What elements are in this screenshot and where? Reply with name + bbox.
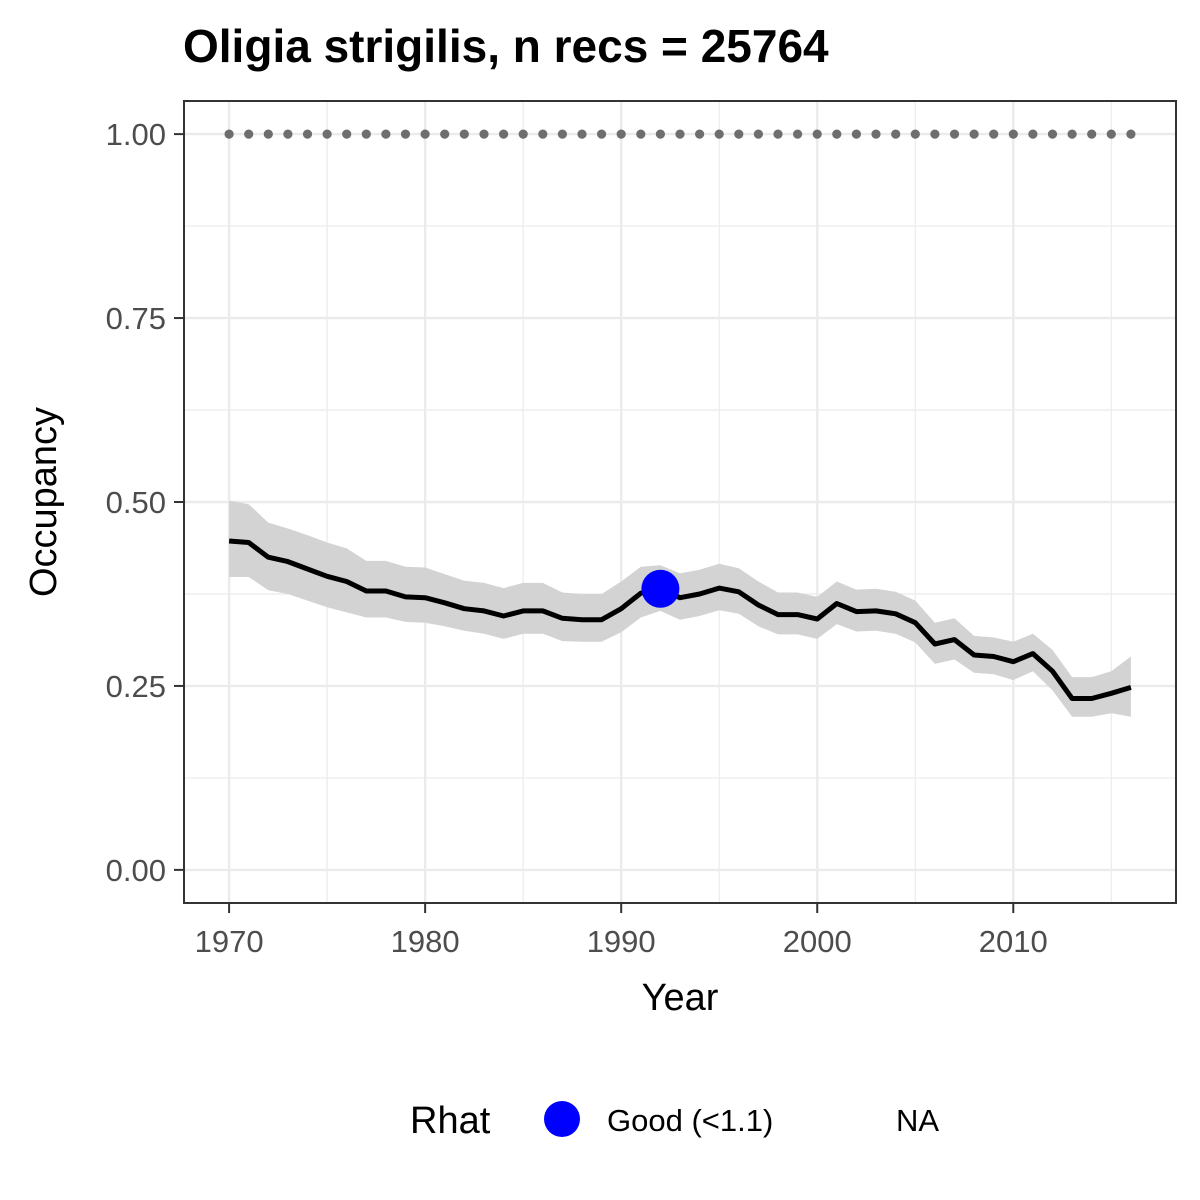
y-tick-label: 0.50: [106, 485, 166, 520]
reference-point: [891, 129, 901, 139]
legend-key-good: [544, 1101, 580, 1137]
x-tick-label: 1990: [587, 924, 656, 959]
y-tick-label: 1.00: [106, 117, 166, 152]
reference-point: [930, 129, 940, 139]
reference-point: [989, 129, 999, 139]
reference-point: [302, 129, 313, 139]
legend-title: Rhat: [410, 1100, 491, 1142]
reference-point: [263, 129, 273, 139]
y-axis: 0.00 0.25 0.50 0.75 1.00: [106, 117, 184, 888]
reference-point: [361, 129, 371, 139]
reference-point: [1067, 129, 1077, 139]
reference-point: [597, 129, 607, 139]
legend: Rhat Good (<1.1) NA: [410, 1100, 939, 1142]
x-tick-label: 2010: [979, 924, 1048, 959]
reference-point: [1087, 129, 1097, 139]
y-tick-label: 0.75: [106, 301, 166, 336]
reference-point: [910, 129, 920, 139]
x-axis-title: Year: [642, 977, 719, 1019]
line-layer: [228, 538, 1132, 701]
x-tick-label: 1970: [195, 924, 264, 959]
y-tick-label: 0.00: [106, 853, 166, 888]
y-axis-title: Occupancy: [23, 407, 65, 597]
reference-point: [949, 129, 960, 139]
reference-point: [1008, 129, 1018, 139]
reference-point: [342, 129, 352, 139]
reference-point: [616, 129, 626, 139]
legend-label-na: NA: [896, 1103, 939, 1138]
x-axis: 1970 1980 1990 2000 2010: [195, 903, 1048, 959]
reference-point: [322, 129, 332, 139]
reference-point: [655, 129, 666, 139]
reference-point: [734, 129, 744, 139]
reference-point: [518, 129, 528, 139]
reference-point: [832, 129, 842, 139]
reference-point: [695, 129, 705, 139]
reference-point: [244, 129, 254, 139]
reference-point: [459, 129, 469, 139]
reference-point: [714, 129, 724, 139]
reference-point: [577, 129, 587, 139]
x-tick-label: 1980: [391, 924, 460, 959]
rhat-points-layer: [641, 569, 680, 608]
reference-point: [420, 129, 430, 139]
reference-point: [1047, 129, 1058, 139]
reference-point: [969, 129, 979, 139]
reference-point: [1106, 129, 1116, 139]
confidence-ribbon: [229, 500, 1131, 717]
rhat-point-good: [641, 569, 680, 608]
reference-point: [793, 129, 803, 139]
reference-point: [753, 129, 764, 139]
reference-point: [283, 129, 293, 139]
reference-point: [812, 129, 822, 139]
reference-point: [440, 129, 450, 139]
ribbon-layer: [229, 500, 1131, 717]
reference-point: [773, 129, 783, 139]
occupancy-mean-line: [228, 538, 1132, 701]
reference-point: [381, 129, 391, 139]
reference-points-layer: [224, 129, 1136, 139]
chart-title: Oligia strigilis, n recs = 25764: [183, 20, 829, 72]
reference-point: [871, 129, 881, 139]
reference-point: [224, 129, 234, 139]
y-tick-label: 0.25: [106, 669, 166, 704]
reference-point: [636, 129, 646, 139]
reference-point: [1028, 129, 1038, 139]
reference-point: [499, 129, 509, 139]
legend-label-good: Good (<1.1): [607, 1103, 773, 1138]
reference-point: [557, 129, 568, 139]
reference-point: [400, 129, 411, 139]
x-tick-label: 2000: [783, 924, 852, 959]
reference-point: [479, 129, 489, 139]
reference-point: [538, 129, 548, 139]
reference-point: [1126, 129, 1136, 139]
reference-point: [675, 129, 685, 139]
reference-point: [851, 129, 862, 139]
